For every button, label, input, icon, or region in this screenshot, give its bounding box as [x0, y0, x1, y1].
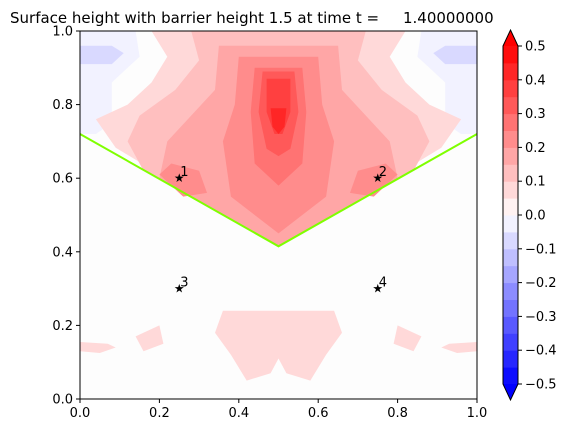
plot-frame	[79, 30, 478, 400]
colorbar-band	[503, 46, 518, 64]
colorbar-band	[503, 367, 518, 385]
colorbar-band	[503, 79, 518, 98]
colorbar-band	[503, 147, 518, 165]
barrier-line	[79, 133, 478, 248]
colorbar-tick-label: 0.5	[525, 40, 546, 55]
colorbar-tick-label: −0.2	[525, 276, 557, 291]
contour-region	[215, 310, 342, 381]
plot-area: ★1 ★2★3 ★4	[79, 30, 478, 400]
contour-region	[393, 325, 422, 352]
colorbar-band	[503, 282, 518, 300]
y-axis: 0.0 0.2 0.4 0.6 0.8 1.0	[52, 25, 80, 408]
contour-region	[270, 108, 287, 134]
colorbar-band	[503, 265, 518, 284]
colorbar-band	[503, 62, 518, 81]
colorbar-extend-min	[503, 384, 518, 400]
colorbar-band	[503, 164, 518, 182]
colorbar-ticks: 0.5 0.4 0.3 0.2 0.1 0.0 −0.1 −0.2 −0.3 −0.4 −0.5	[518, 40, 557, 393]
gauge-label: 2	[379, 165, 387, 180]
gauge-label: 1	[180, 165, 188, 180]
colorbar-band	[503, 231, 518, 250]
x-tick-label: 0.6	[308, 406, 329, 421]
colorbar-band	[503, 333, 518, 351]
colorbar-band	[503, 130, 518, 148]
colorbar-tick-label: 0.1	[525, 175, 546, 190]
contour-fill	[80, 31, 477, 381]
x-tick-label: 0.0	[70, 406, 91, 421]
colorbar: 0.5 0.4 0.3 0.2 0.1 0.0 −0.1 −0.2 −0.3 −0.4 −0.5	[502, 28, 557, 402]
y-tick-label: 0.0	[52, 393, 73, 408]
chart-title: Surface height with barrier height 1.5 a…	[10, 9, 494, 27]
x-tick-label: 0.8	[387, 406, 408, 421]
colorbar-band	[503, 113, 518, 131]
y-tick-label: 0.2	[52, 319, 73, 334]
y-tick-label: 0.8	[52, 98, 73, 113]
colorbar-tick-label: −0.3	[525, 310, 557, 325]
gauge-markers: ★1 ★2★3 ★4	[174, 165, 387, 295]
colorbar-band	[503, 299, 518, 317]
contour-region	[80, 342, 116, 353]
colorbar-tick-label: −0.1	[525, 242, 557, 257]
contour-region	[135, 325, 164, 352]
contour-region	[441, 342, 477, 353]
x-tick-label: 0.2	[149, 406, 170, 421]
gauge-marker: ★	[174, 171, 185, 185]
contour-region	[350, 163, 398, 197]
colorbar-band	[503, 316, 518, 334]
x-tick-label: 1.0	[467, 406, 488, 421]
colorbar-band	[503, 215, 518, 233]
colorbar-band	[503, 198, 518, 216]
contour-region	[159, 163, 207, 197]
gauge-label: 3	[180, 276, 188, 291]
colorbar-tick-label: 0.2	[525, 141, 546, 156]
contour-region	[433, 45, 477, 65]
colorbar-tick-label: −0.5	[525, 378, 557, 393]
colorbar-tick-label: 0.3	[525, 107, 546, 122]
y-tick-label: 0.4	[52, 245, 73, 260]
y-tick-label: 1.0	[52, 25, 73, 40]
gauge-marker: ★	[174, 282, 185, 296]
y-tick-label: 0.6	[52, 172, 73, 187]
gauge-label: 4	[379, 276, 387, 291]
colorbar-tick-label: −0.4	[525, 344, 557, 359]
colorbar-extend-max	[503, 30, 518, 46]
colorbar-tick-label: 0.0	[525, 209, 546, 224]
gauge-marker: ★	[372, 171, 383, 185]
contour-region	[80, 45, 124, 65]
colorbar-band	[503, 181, 518, 199]
colorbar-band	[503, 248, 518, 267]
colorbar-tick-label: 0.4	[525, 73, 546, 88]
colorbar-bands	[503, 46, 518, 385]
gauge-marker: ★	[372, 282, 383, 296]
x-tick-label: 0.4	[228, 406, 249, 421]
colorbar-band	[503, 96, 518, 115]
x-axis: 0.0 0.2 0.4 0.6 0.8 1.0	[70, 399, 488, 421]
colorbar-band	[503, 350, 518, 368]
